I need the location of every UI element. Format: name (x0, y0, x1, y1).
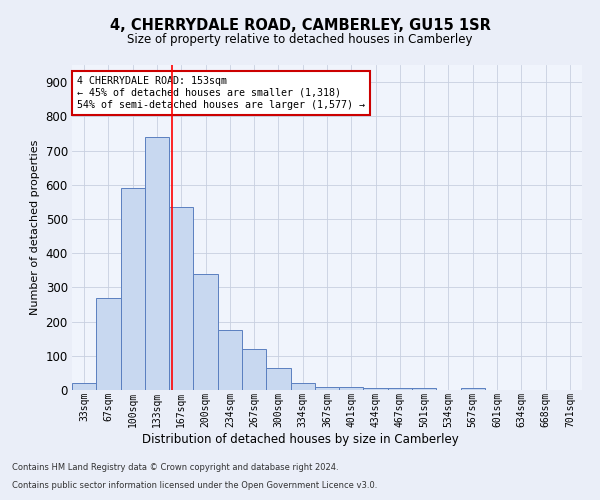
Bar (121, 188, 145, 390)
Text: Contains public sector information licensed under the Open Government Licence v3: Contains public sector information licen… (12, 481, 377, 490)
Bar (315, 386, 339, 390)
Bar (266, 368, 290, 390)
Bar (96, 298, 121, 390)
Bar (72, 383, 96, 390)
Bar (242, 349, 266, 390)
Bar (218, 330, 242, 390)
Bar (412, 388, 436, 390)
Bar (364, 388, 388, 390)
Bar (339, 386, 364, 390)
Text: Distribution of detached houses by size in Camberley: Distribution of detached houses by size … (142, 432, 458, 446)
Bar (290, 383, 315, 390)
Text: 4 CHERRYDALE ROAD: 153sqm
← 45% of detached houses are smaller (1,318)
54% of se: 4 CHERRYDALE ROAD: 153sqm ← 45% of detac… (77, 76, 365, 110)
Text: 4, CHERRYDALE ROAD, CAMBERLEY, GU15 1SR: 4, CHERRYDALE ROAD, CAMBERLEY, GU15 1SR (110, 18, 490, 32)
Bar (145, 137, 169, 390)
Bar (169, 207, 193, 390)
Text: Size of property relative to detached houses in Camberley: Size of property relative to detached ho… (127, 32, 473, 46)
Text: Contains HM Land Registry data © Crown copyright and database right 2024.: Contains HM Land Registry data © Crown c… (12, 464, 338, 472)
Bar (388, 388, 412, 390)
Bar (193, 274, 218, 390)
Bar (461, 388, 485, 390)
Y-axis label: Number of detached properties: Number of detached properties (30, 140, 40, 315)
